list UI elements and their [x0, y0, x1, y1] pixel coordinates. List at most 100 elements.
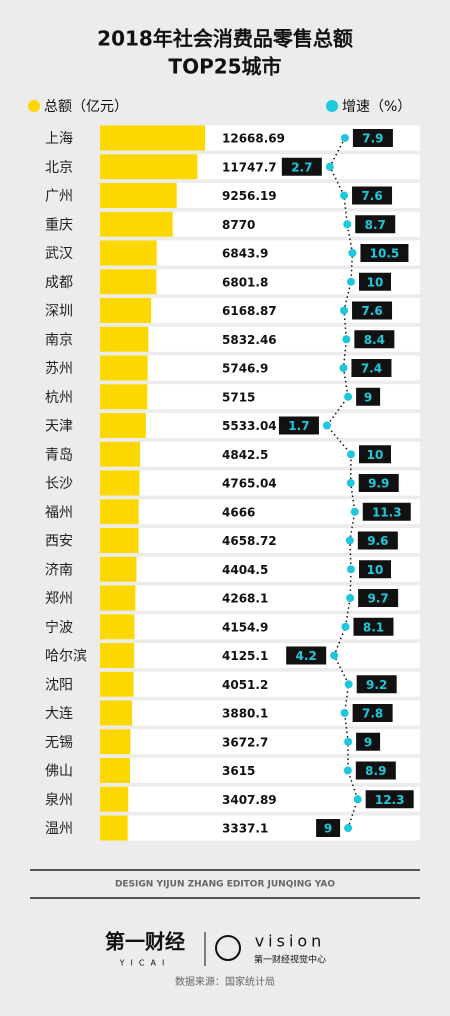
growth-dot — [344, 824, 353, 832]
growth-label: 10 — [367, 275, 384, 289]
growth-label: 9 — [364, 390, 372, 404]
label-box — [359, 560, 391, 579]
label-box — [359, 272, 391, 291]
growth-dot — [343, 220, 352, 229]
growth-label: 4.2 — [296, 649, 317, 663]
category-label: 南京 — [45, 332, 73, 348]
category-label: 温州 — [45, 821, 73, 837]
label-box — [351, 359, 392, 377]
legend-swatch — [28, 100, 40, 112]
category-label: 佛山 — [45, 764, 73, 780]
value-label: 4154.9 — [222, 620, 268, 634]
value-label: 5746.9 — [222, 362, 268, 376]
bar — [100, 211, 173, 237]
growth-dot — [345, 536, 354, 545]
row-background — [100, 815, 420, 841]
category-label: 北京 — [45, 160, 73, 176]
value-label: 9256.19 — [222, 189, 277, 203]
bar — [100, 470, 140, 496]
label-box — [352, 129, 393, 147]
bar — [100, 441, 141, 467]
value-label: 3337.1 — [222, 822, 268, 836]
label-box — [356, 732, 381, 751]
growth-dot — [347, 277, 355, 286]
growth-label: 9.6 — [367, 534, 388, 548]
growth-label: 10.5 — [370, 247, 400, 261]
category-label: 武汉 — [45, 246, 73, 262]
growth-dot — [322, 421, 331, 430]
category-label: 泉州 — [45, 791, 73, 808]
legend-swatch — [326, 100, 338, 112]
category-label: 重庆 — [45, 217, 73, 233]
bar — [100, 413, 146, 438]
growth-label: 8.1 — [363, 620, 384, 634]
label-box — [354, 330, 395, 349]
logo: 第一财经 — [105, 930, 185, 954]
category-label: 天津 — [45, 419, 73, 435]
value-label: 4125.1 — [222, 649, 268, 663]
growth-dot — [342, 335, 351, 344]
growth-label: 9.7 — [367, 592, 388, 606]
growth-label: 1.7 — [288, 419, 309, 433]
row-background — [100, 643, 420, 668]
category-label: 广州 — [45, 189, 73, 205]
growth-label: 10 — [367, 448, 384, 462]
bar — [100, 729, 131, 755]
logo-sub: YICAI — [119, 959, 171, 968]
value-label: 5715 — [222, 390, 255, 404]
bar — [100, 298, 152, 323]
label-box — [358, 589, 399, 607]
growth-label: 7.8 — [362, 707, 383, 721]
growth-dot — [340, 134, 349, 142]
bar — [100, 700, 133, 726]
growth-label: 9.9 — [368, 477, 389, 491]
category-label: 深圳 — [45, 304, 73, 320]
label-box — [352, 704, 393, 722]
category-label: 成都 — [45, 275, 73, 291]
category-label: 青岛 — [45, 447, 73, 463]
value-label: 4666 — [222, 505, 255, 519]
credit: DESIGN YIJUN ZHANG EDITOR JUNQING YAO — [115, 880, 335, 890]
growth-dot — [350, 507, 359, 516]
growth-dot — [325, 162, 334, 171]
value-label: 5533.04 — [222, 419, 277, 433]
category-label: 哈尔滨 — [45, 649, 87, 665]
category-label: 杭州 — [45, 390, 73, 406]
growth-dot — [346, 594, 355, 602]
value-label: 6843.9 — [222, 247, 268, 261]
value-label: 6168.87 — [222, 304, 277, 318]
label-box — [353, 617, 394, 636]
bar — [100, 384, 148, 410]
label-box — [352, 186, 393, 205]
growth-dot — [340, 191, 349, 200]
growth-dot — [339, 364, 348, 372]
category-label: 长沙 — [45, 476, 73, 492]
growth-label: 8.7 — [365, 218, 386, 232]
label-box — [355, 761, 396, 780]
category-label: 苏州 — [45, 361, 73, 377]
value-label: 6801.8 — [222, 275, 268, 289]
growth-label: 7.6 — [361, 189, 382, 203]
label-box — [278, 416, 319, 435]
growth-label: 8.9 — [365, 764, 386, 778]
row-background — [100, 413, 420, 438]
legend-label: 增速（%） — [342, 99, 411, 115]
growth-label: 12.3 — [375, 793, 405, 807]
growth-dot — [344, 737, 353, 746]
growth-dot — [340, 306, 349, 315]
bar — [100, 643, 135, 668]
label-box — [356, 675, 397, 694]
category-label: 大连 — [45, 706, 73, 722]
label-box — [359, 445, 391, 464]
growth-label: 7.6 — [361, 304, 382, 318]
bar — [100, 786, 129, 812]
value-label: 3880.1 — [222, 707, 268, 721]
legend-label: 总额（亿元） — [44, 99, 128, 115]
value-label: 3615 — [222, 764, 255, 778]
bar — [100, 499, 139, 525]
label-box — [352, 301, 393, 320]
growth-dot — [330, 651, 339, 660]
value-label: 5832.46 — [222, 333, 277, 347]
